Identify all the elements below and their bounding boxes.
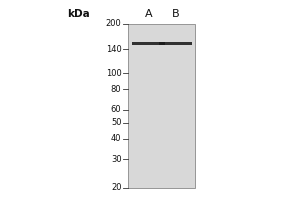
Text: 40: 40 bbox=[111, 134, 122, 143]
Text: 20: 20 bbox=[111, 184, 122, 192]
Bar bbox=[159, 42, 192, 45]
Text: 30: 30 bbox=[111, 155, 122, 164]
Text: kDa: kDa bbox=[67, 9, 90, 19]
Text: A: A bbox=[145, 9, 152, 19]
Bar bbox=[128, 24, 195, 188]
Text: 80: 80 bbox=[111, 85, 122, 94]
Text: B: B bbox=[172, 9, 179, 19]
Text: 100: 100 bbox=[106, 69, 122, 78]
Text: 50: 50 bbox=[111, 118, 122, 127]
Text: 200: 200 bbox=[106, 19, 122, 28]
Text: 140: 140 bbox=[106, 45, 122, 54]
Bar bbox=[132, 42, 165, 45]
Text: 60: 60 bbox=[111, 105, 122, 114]
